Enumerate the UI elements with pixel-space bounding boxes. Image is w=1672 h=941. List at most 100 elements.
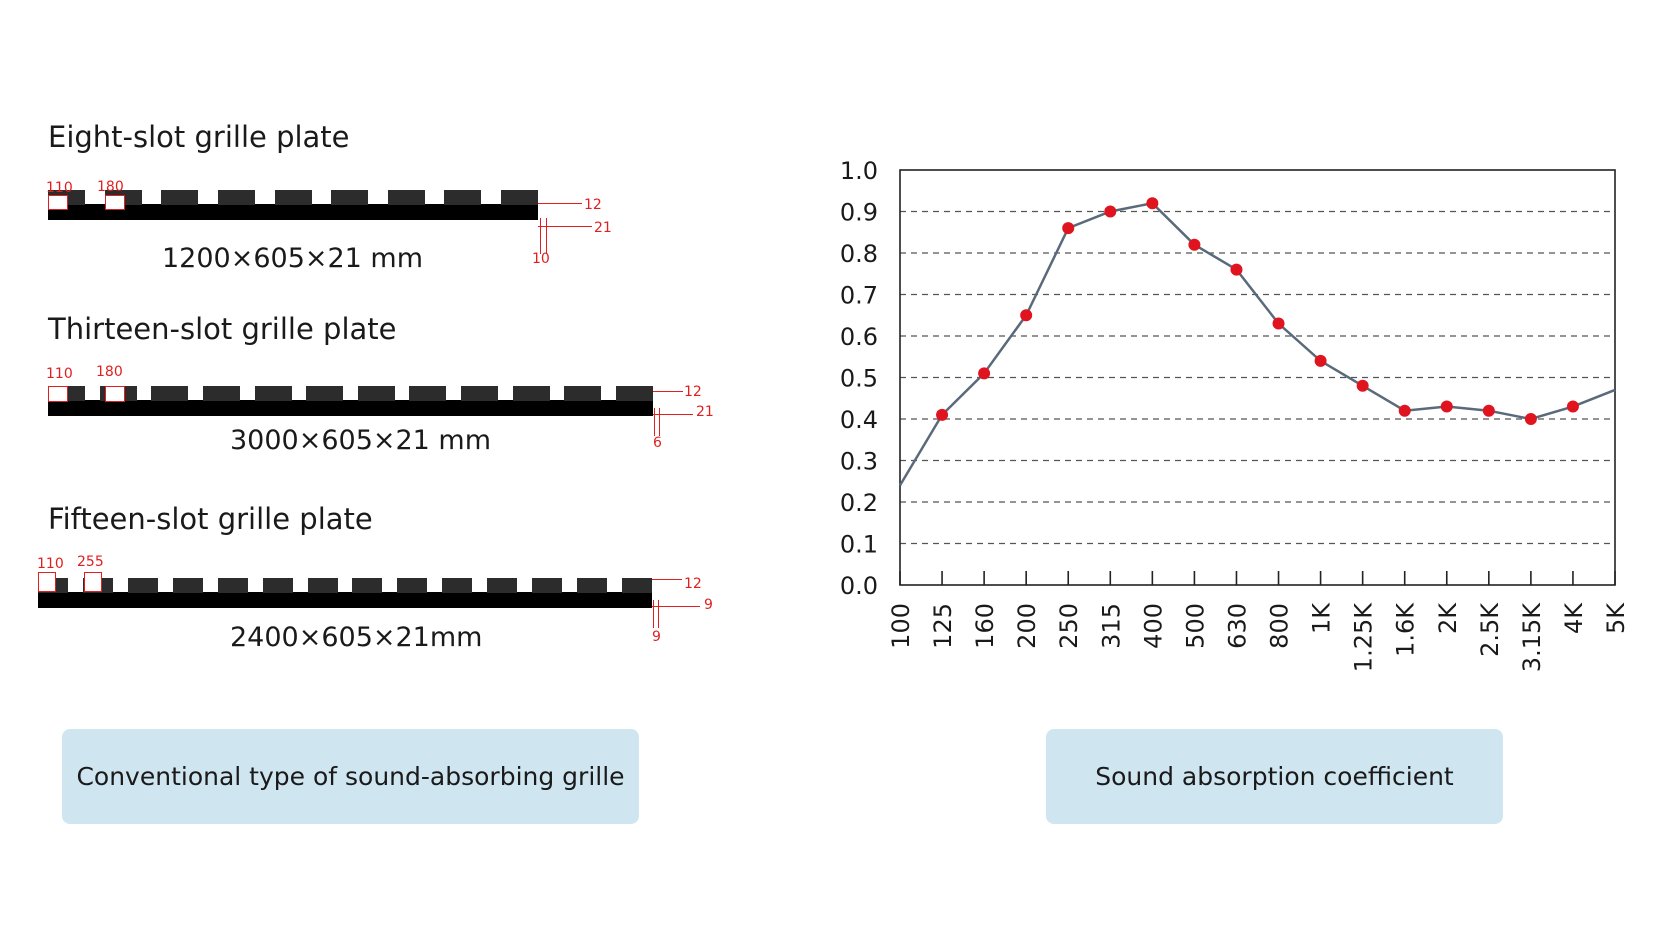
slot-marker — [38, 572, 56, 592]
data-point — [936, 408, 949, 421]
data-point — [1104, 205, 1117, 218]
plate-dimensions: 1200×605×21 mm — [162, 243, 424, 274]
dim-line — [546, 218, 547, 254]
thickness-label: 12 — [684, 576, 702, 592]
plate-base — [48, 204, 538, 220]
thickness-label: 9 — [704, 597, 713, 613]
data-point — [1440, 400, 1453, 413]
x-tick-label: 400 — [1139, 603, 1167, 649]
plate-rib — [172, 578, 203, 593]
plate-rib — [262, 578, 293, 593]
dim-line — [540, 218, 541, 254]
y-tick-label: 1.0 — [840, 157, 878, 185]
x-tick-label: 630 — [1223, 603, 1251, 649]
thickness-label: 12 — [684, 384, 702, 400]
dim-line — [659, 408, 660, 436]
data-point — [1314, 354, 1327, 367]
x-tick-label: 200 — [1013, 603, 1041, 649]
plate-rib — [306, 386, 344, 401]
y-tick-label: 0.5 — [840, 365, 878, 393]
dim-line — [538, 203, 582, 204]
width-label: 10 — [532, 251, 550, 267]
slot-dim-label: 110 — [46, 366, 73, 382]
data-point — [1272, 317, 1285, 330]
plate-rib — [501, 190, 538, 205]
x-tick-label: 2.5K — [1476, 602, 1504, 657]
dim-line — [653, 391, 683, 392]
y-tick-label: 0.0 — [840, 572, 878, 600]
y-tick-label: 0.4 — [840, 406, 878, 434]
thickness-label: 21 — [594, 220, 612, 236]
y-tick-label: 0.6 — [840, 323, 878, 351]
data-point — [1230, 263, 1243, 276]
plate-rib — [397, 578, 428, 593]
slot-dim-label: 110 — [46, 180, 73, 196]
plate-rib — [461, 386, 499, 401]
dim-line — [654, 408, 655, 436]
x-tick-label: 2K — [1434, 602, 1462, 634]
plot-frame — [899, 169, 1616, 586]
plate-rib — [161, 190, 199, 205]
plate-rib — [217, 578, 248, 593]
slot-dim-label: 110 — [37, 556, 64, 572]
dim-line — [652, 606, 700, 607]
plate-rib — [512, 386, 550, 401]
absorption-caption: Sound absorption coefficient — [1046, 729, 1503, 824]
x-tick-label: 160 — [971, 603, 999, 649]
plate-rib — [307, 578, 338, 593]
x-tick-label: 800 — [1266, 603, 1294, 649]
data-point — [1062, 222, 1075, 235]
plate-rib — [151, 386, 189, 401]
dim-line — [538, 226, 592, 227]
x-tick-label: 315 — [1097, 603, 1125, 649]
data-point — [1482, 404, 1495, 417]
y-tick-label: 0.9 — [840, 199, 878, 227]
plate-dimensions: 2400×605×21mm — [230, 622, 483, 653]
plate-rib — [331, 190, 369, 205]
plate-rib — [487, 578, 518, 593]
plate-title: Fifteen-slot grille plate — [48, 502, 373, 536]
y-tick-label: 0.2 — [840, 489, 878, 517]
slot-marker — [105, 386, 125, 402]
x-tick-label: 100 — [887, 603, 915, 649]
plate-rib — [564, 386, 602, 401]
plate-rib — [127, 578, 158, 593]
data-point — [1398, 404, 1411, 417]
dim-line — [653, 600, 654, 628]
plate-base — [48, 400, 653, 416]
x-tick-label: 4K — [1560, 602, 1588, 634]
series-line — [898, 201, 1616, 487]
plate-rib — [217, 190, 255, 205]
plate-rib — [387, 190, 425, 205]
plate-rib — [616, 386, 653, 401]
plate-rib — [577, 578, 608, 593]
thickness-label: 12 — [584, 197, 602, 213]
slot-dim-label: 180 — [97, 179, 124, 195]
plate-rib — [442, 578, 473, 593]
x-tick-label: 3.15K — [1518, 602, 1546, 672]
y-tick-label: 0.7 — [840, 282, 878, 310]
width-label: 9 — [652, 629, 661, 645]
plate-rib — [254, 386, 292, 401]
y-tick-label: 0.3 — [840, 448, 878, 476]
plate-rib — [532, 578, 563, 593]
y-tick-label: 0.1 — [840, 531, 878, 559]
width-label: 6 — [653, 435, 662, 451]
slot-marker — [84, 572, 102, 592]
x-tick-label: 500 — [1181, 603, 1209, 649]
plate-rib — [274, 190, 312, 205]
data-point — [1356, 379, 1369, 392]
x-tick-label: 5K — [1602, 602, 1630, 634]
y-tick-label: 0.8 — [840, 240, 878, 268]
data-point — [1146, 197, 1159, 210]
slot-marker — [105, 195, 125, 210]
slot-marker — [48, 195, 68, 210]
thickness-label: 21 — [696, 404, 714, 420]
slot-dim-label: 255 — [77, 554, 104, 570]
data-point — [1524, 413, 1537, 425]
data-point — [978, 367, 991, 380]
dim-line — [652, 579, 682, 580]
dim-line — [653, 414, 693, 415]
plate-rib — [357, 386, 395, 401]
data-point — [1020, 309, 1033, 322]
